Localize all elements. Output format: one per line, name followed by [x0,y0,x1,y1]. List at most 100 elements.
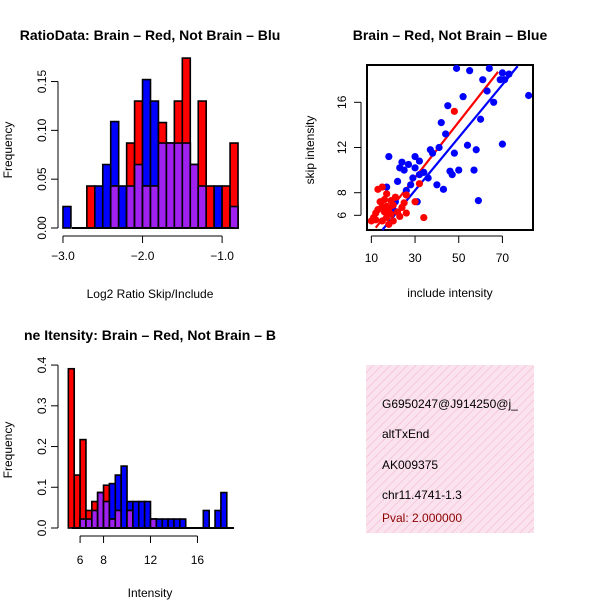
event-accession: AK009375 [382,458,438,472]
y-tick-label: 0.0 [35,519,49,536]
point-not-brain [476,115,485,123]
point-not-brain [452,64,461,72]
bar-overlap [133,163,144,229]
bar-not-brain [220,491,228,529]
bar-overlap [91,509,99,529]
x-tick-label: −2.0 [131,249,155,263]
bar-overlap [102,500,111,529]
bar-not-brain [62,205,72,229]
bar-overlap [85,518,93,529]
x-tick-label: 6 [77,553,84,567]
point-brain [383,190,391,198]
point-brain [411,198,419,206]
intensity-scatter-points [367,64,533,228]
bar-not-brain [101,163,112,229]
point-not-brain [439,185,448,193]
point-not-brain [420,168,428,176]
point-not-brain [411,164,419,172]
y-tick-label: 6 [335,212,349,219]
y-tick-label: 0.15 [35,70,49,94]
y-tick-label: 8 [335,189,349,196]
bar-overlap [109,185,120,229]
y-tick-label: 0.05 [35,167,49,191]
bar-overlap [108,518,117,529]
bar-overlap [126,509,134,529]
ratio-histogram-bars [62,57,239,229]
point-brain [402,209,410,217]
point-brain [396,212,404,221]
point-not-brain [404,160,413,169]
ratio-histogram-y-axis: 0.00 0.05 0.10 0.15 [35,70,59,240]
bar-overlap [181,142,192,229]
intensity-scatter-ylabel: skip intensity [303,116,317,185]
x-tick-label: −3.0 [51,249,75,263]
x-tick-label: 50 [452,251,466,265]
x-tick-label: 12 [144,553,158,567]
y-tick-label: 12 [335,141,349,155]
point-not-brain [409,174,417,182]
point-not-brain [463,141,472,149]
event-info-box: G6950247@J914250@j_ altTxEnd AK009375 ch… [366,365,534,533]
bar-not-brain [161,518,169,529]
bar-overlap [229,205,239,229]
point-brain [450,107,458,115]
point-brain [380,195,389,204]
point-not-brain [437,119,445,127]
point-not-brain [498,69,507,77]
bar-overlap [149,518,158,529]
point-not-brain [474,197,482,205]
point-not-brain [444,102,452,110]
point-not-brain [455,166,463,174]
bar-overlap [165,142,176,229]
bar-brain [205,185,215,229]
x-tick-label: 16 [191,553,205,567]
point-not-brain [400,166,408,174]
point-not-brain [424,174,432,182]
point-brain [387,210,395,218]
bar-overlap [149,185,160,229]
intensity-histogram-ylabel: Frequency [1,422,15,479]
event-info-background [366,365,534,533]
intensity-histogram-title: ne Itensity: Brain – Red, Not Brain – B [24,327,276,343]
bar-overlap [173,142,184,229]
ratio-histogram: RatioData: Brain – Red, Not Brain – Blu … [1,27,280,301]
bar-brain [221,185,231,229]
intensity-histogram-xlabel: Intensity [128,586,173,600]
point-not-brain [442,130,450,138]
point-brain [420,213,428,222]
x-tick-label: 70 [496,251,510,265]
point-brain [391,193,399,201]
point-not-brain [428,149,437,157]
point-not-brain [398,158,406,166]
point-not-brain [490,98,498,106]
point-not-brain [435,143,443,152]
ratio-histogram-title: RatioData: Brain – Red, Not Brain – Blu [20,27,281,43]
y-tick-label: 0.3 [35,397,49,414]
point-not-brain [485,64,493,72]
point-not-brain [385,152,393,161]
event-pval: Pval: 2.000000 [382,511,462,525]
point-brain [389,201,397,209]
y-tick-label: 0.00 [35,216,49,240]
bar-not-brain [202,509,210,529]
point-not-brain [470,166,478,174]
bar-not-brain [214,509,222,529]
intensity-histogram-x-axis: 6 8 12 16 [77,535,205,567]
point-not-brain [472,146,480,154]
point-not-brain [450,149,458,157]
point-brain [372,216,380,224]
bar-not-brain [155,518,164,529]
intensity-histogram-bars [67,367,228,529]
intensity-histogram: ne Itensity: Brain – Red, Not Brain – B … [1,327,276,600]
bar-not-brain [143,500,152,529]
bar-brain [86,185,96,229]
bar-not-brain [137,500,146,529]
point-brain [400,199,408,207]
event-id: G6950247@J914250@j_ [382,397,518,411]
point-not-brain [501,76,509,84]
point-not-brain [407,181,415,189]
y-tick-label: 16 [335,95,349,109]
intensity-scatter-fit-lines [374,65,519,231]
point-not-brain [483,87,491,95]
point-not-brain [466,67,474,75]
